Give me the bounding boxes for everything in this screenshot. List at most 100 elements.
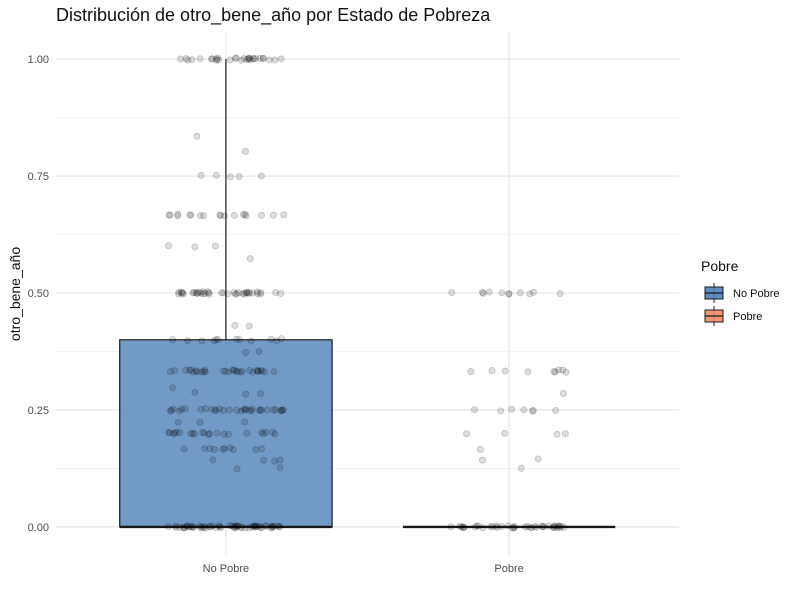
data-point-pobre <box>538 523 546 530</box>
data-point-no-pobre <box>231 321 239 329</box>
data-point-pobre <box>560 524 568 531</box>
data-point-no-pobre <box>271 457 279 465</box>
data-point-no-pobre <box>176 429 184 437</box>
data-point-pobre <box>539 522 547 530</box>
data-point-no-pobre <box>259 54 267 62</box>
data-point-no-pobre <box>252 54 259 62</box>
data-point-no-pobre <box>235 289 243 297</box>
data-point-no-pobre <box>225 368 233 376</box>
data-point-no-pobre <box>224 430 232 438</box>
data-point-pobre <box>477 446 484 453</box>
data-point-no-pobre <box>192 289 200 297</box>
data-point-no-pobre <box>278 335 285 343</box>
data-point-no-pobre <box>171 367 179 375</box>
data-point-no-pobre <box>260 368 268 376</box>
data-point-no-pobre <box>278 407 286 415</box>
y-tick-label: 0.75 <box>28 171 49 183</box>
data-point-no-pobre <box>270 523 278 530</box>
data-point-no-pobre <box>217 524 225 531</box>
data-point-no-pobre <box>175 290 183 298</box>
data-point-no-pobre <box>277 406 285 414</box>
legend-label-no-pobre: No Pobre <box>733 288 779 300</box>
data-point-no-pobre <box>273 522 281 530</box>
data-point-no-pobre <box>253 288 261 296</box>
data-point-no-pobre <box>237 523 245 531</box>
data-point-no-pobre <box>280 211 288 219</box>
data-point-no-pobre <box>170 430 178 438</box>
data-point-pobre <box>471 523 479 531</box>
data-point-pobre <box>526 290 534 298</box>
data-point-no-pobre <box>219 406 227 414</box>
data-point-no-pobre <box>231 522 239 530</box>
data-point-no-pobre <box>245 54 253 62</box>
data-point-no-pobre <box>269 211 277 219</box>
data-point-pobre <box>540 523 548 531</box>
data-point-no-pobre <box>190 368 198 376</box>
data-point-pobre <box>549 524 557 531</box>
data-point-no-pobre <box>249 368 257 376</box>
data-point-no-pobre <box>271 430 279 438</box>
data-point-no-pobre <box>178 405 185 413</box>
data-point-no-pobre <box>219 289 227 297</box>
x-tick-label: Pobre <box>494 563 523 575</box>
data-point-no-pobre <box>276 464 284 471</box>
data-point-pobre <box>555 522 562 530</box>
data-point-no-pobre <box>206 445 214 453</box>
data-point-pobre <box>553 430 561 438</box>
data-point-no-pobre <box>256 406 264 414</box>
data-point-no-pobre <box>250 55 258 63</box>
legend-title: Pobre <box>701 258 739 274</box>
data-point-pobre <box>463 430 471 438</box>
data-point-no-pobre <box>199 290 207 298</box>
data-point-no-pobre <box>214 54 222 62</box>
y-tick-label: 0.25 <box>28 405 49 417</box>
data-point-no-pobre <box>257 390 264 398</box>
data-point-pobre <box>475 522 483 530</box>
data-point-pobre <box>460 523 467 531</box>
data-point-no-pobre <box>267 523 275 531</box>
data-point-pobre <box>516 289 524 297</box>
data-point-no-pobre <box>242 348 250 356</box>
data-point-no-pobre <box>185 523 193 531</box>
data-point-no-pobre <box>271 56 279 64</box>
data-point-no-pobre <box>199 428 207 436</box>
data-point-no-pobre <box>175 407 183 415</box>
data-point-no-pobre <box>253 367 261 374</box>
data-point-no-pobre <box>253 522 261 530</box>
data-point-no-pobre <box>252 522 259 530</box>
data-point-pobre <box>498 289 506 297</box>
data-point-no-pobre <box>240 405 248 413</box>
data-point-no-pobre <box>197 289 205 297</box>
data-point-pobre <box>459 523 467 531</box>
y-tick-label: 1.00 <box>28 54 49 66</box>
data-point-no-pobre <box>192 367 200 375</box>
data-point-no-pobre <box>238 367 246 375</box>
data-point-no-pobre <box>276 456 284 464</box>
data-point-no-pobre <box>169 384 177 392</box>
data-point-no-pobre <box>234 522 242 530</box>
data-point-no-pobre <box>179 289 187 297</box>
data-point-no-pobre <box>164 523 172 531</box>
data-point-no-pobre <box>233 367 241 375</box>
jitter-points <box>164 54 570 532</box>
data-point-no-pobre <box>254 368 262 376</box>
data-point-pobre <box>550 523 558 531</box>
data-point-no-pobre <box>241 210 249 218</box>
data-point-no-pobre <box>243 429 251 437</box>
data-point-no-pobre <box>235 173 243 180</box>
data-point-no-pobre <box>243 289 250 297</box>
data-point-no-pobre <box>230 523 238 531</box>
data-point-no-pobre <box>237 56 245 64</box>
data-point-no-pobre <box>185 366 193 374</box>
data-point-no-pobre <box>183 522 191 530</box>
data-point-pobre <box>551 368 559 376</box>
data-point-no-pobre <box>257 406 265 414</box>
data-point-no-pobre <box>241 418 249 426</box>
data-point-pobre <box>508 405 516 413</box>
data-point-no-pobre <box>253 290 261 297</box>
data-point-no-pobre <box>179 524 187 532</box>
data-point-pobre <box>552 407 560 414</box>
data-point-no-pobre <box>191 430 198 438</box>
data-point-no-pobre <box>240 290 248 298</box>
data-point-no-pobre <box>193 290 201 298</box>
